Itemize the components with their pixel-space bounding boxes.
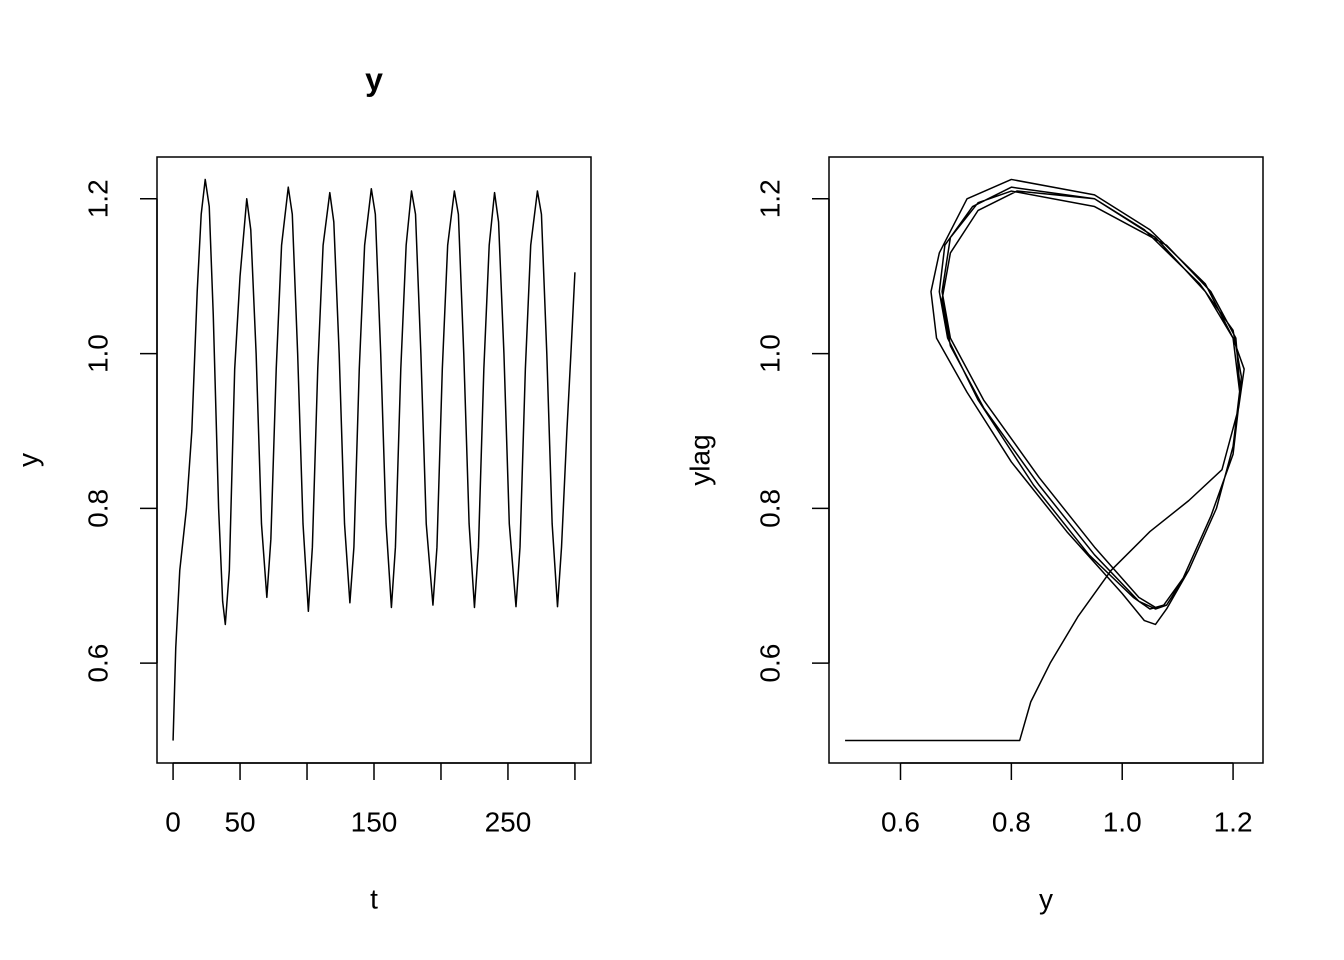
data-line [845, 178, 1245, 742]
y-tick-label: 1.2 [82, 179, 113, 218]
y-tick-label: 0.6 [82, 644, 113, 683]
y-tick-label: 0.8 [754, 489, 785, 528]
y-axis-label: ylag [684, 434, 715, 485]
x-tick-label: 0.8 [992, 806, 1031, 837]
x-tick-label: 0 [165, 806, 181, 837]
x-tick-label: 50 [224, 806, 255, 837]
x-tick-label: 1.0 [1103, 806, 1142, 837]
x-tick-label: 0.6 [881, 806, 920, 837]
y-tick-label: 1.0 [754, 334, 785, 373]
y-tick-label: 0.6 [754, 644, 785, 683]
y-tick-label: 1.0 [82, 334, 113, 373]
x-tick-label: 150 [351, 806, 398, 837]
x-axis-label: t [370, 883, 378, 914]
plot-box [156, 156, 592, 764]
data-line [172, 178, 576, 741]
x-tick-label: 250 [485, 806, 532, 837]
x-axis-label: y [1039, 883, 1053, 914]
y-tick-label: 0.8 [82, 489, 113, 528]
y-tick-label: 1.2 [754, 179, 785, 218]
y-axis-label: y [12, 453, 43, 467]
chart-title: y [365, 61, 383, 97]
x-tick-label: 1.2 [1214, 806, 1253, 837]
